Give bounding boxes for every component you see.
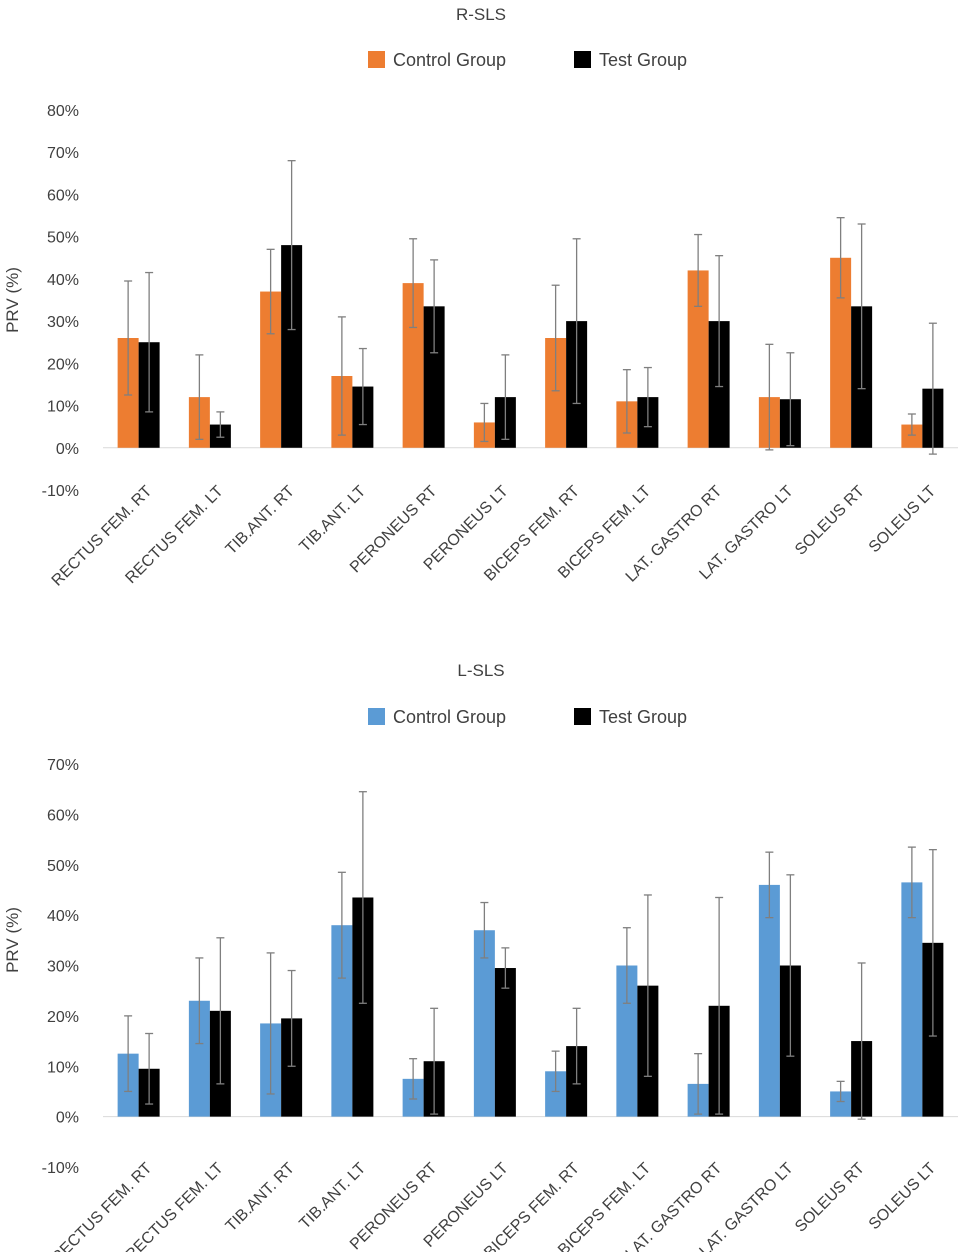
y-tick-label: 40% bbox=[47, 272, 79, 289]
control-bar bbox=[473, 930, 495, 1117]
y-tick-label: -10% bbox=[42, 1160, 79, 1177]
test-bar bbox=[423, 306, 445, 448]
y-tick-label: 70% bbox=[47, 145, 79, 162]
control-bar bbox=[402, 283, 424, 448]
category-label: TIB.ANT. LT bbox=[296, 1160, 369, 1233]
legend-label-control: Control Group bbox=[393, 50, 506, 70]
l-sls-title: L-SLS bbox=[457, 661, 504, 680]
control-bar bbox=[901, 882, 923, 1117]
category-label: TIB.ANT. RT bbox=[223, 1160, 298, 1235]
legend-swatch-control bbox=[368, 51, 385, 68]
control-bar bbox=[260, 291, 282, 448]
legend-label-test: Test Group bbox=[599, 50, 687, 70]
test-bar bbox=[494, 968, 516, 1117]
legend-swatch-test bbox=[574, 708, 591, 725]
l-sls-chart-svg: L-SLS Control Group Test Group 70% 60% 50% 40%… bbox=[3, 661, 958, 1252]
test-bar bbox=[281, 245, 303, 448]
y-tick-label: 10% bbox=[47, 1059, 79, 1076]
category-label: TIB.ANT. RT bbox=[223, 483, 298, 558]
l-sls-chart: L-SLS Control Group Test Group 70% 60% 50% 40%… bbox=[0, 640, 961, 1252]
y-tick-label: 50% bbox=[47, 858, 79, 875]
category-label: TIB.ANT. LT bbox=[296, 483, 369, 556]
legend-label-control: Control Group bbox=[393, 707, 506, 727]
r-sls-chart: R-SLS Control Group Test Group 80% 70% 60% 50%… bbox=[0, 0, 961, 620]
control-bar bbox=[188, 1000, 210, 1117]
control-bar bbox=[616, 965, 638, 1117]
r-sls-chart-svg: R-SLS Control Group Test Group 80% 70% 60% 50%… bbox=[3, 5, 958, 590]
test-bar bbox=[352, 897, 374, 1117]
y-tick-label: 20% bbox=[47, 1009, 79, 1026]
category-label: SOLEUS LT bbox=[866, 1160, 940, 1234]
control-bar bbox=[901, 424, 923, 448]
r-sls-y-axis-label: PRV (%) bbox=[3, 267, 22, 333]
y-tick-label: -10% bbox=[42, 483, 79, 500]
y-tick-label: 50% bbox=[47, 230, 79, 247]
test-bar bbox=[281, 1018, 303, 1117]
control-bar bbox=[545, 338, 567, 448]
y-tick-label: 60% bbox=[47, 187, 79, 204]
r-sls-title: R-SLS bbox=[456, 5, 506, 24]
control-bar bbox=[830, 1091, 852, 1117]
y-tick-label: 0% bbox=[56, 441, 79, 458]
control-bar bbox=[758, 884, 780, 1117]
l-sls-y-axis-label: PRV (%) bbox=[3, 907, 22, 973]
category-label: SOLEUS RT bbox=[792, 1160, 868, 1236]
control-bar bbox=[687, 270, 709, 448]
legend-label-test: Test Group bbox=[599, 707, 687, 727]
y-tick-label: 10% bbox=[47, 399, 79, 416]
y-tick-label: 70% bbox=[47, 757, 79, 774]
y-tick-label: 60% bbox=[47, 807, 79, 824]
control-bar bbox=[545, 1071, 567, 1117]
y-tick-label: 30% bbox=[47, 959, 79, 976]
y-tick-label: 0% bbox=[56, 1110, 79, 1127]
control-bar bbox=[331, 925, 353, 1117]
y-tick-label: 30% bbox=[47, 314, 79, 331]
y-tick-label: 40% bbox=[47, 908, 79, 925]
category-label: SOLEUS LT bbox=[866, 483, 940, 557]
control-bar bbox=[830, 257, 852, 448]
legend-swatch-control bbox=[368, 708, 385, 725]
category-label: SOLEUS RT bbox=[792, 483, 868, 559]
y-tick-label: 20% bbox=[47, 356, 79, 373]
legend-swatch-test bbox=[574, 51, 591, 68]
y-tick-label: 80% bbox=[47, 103, 79, 120]
